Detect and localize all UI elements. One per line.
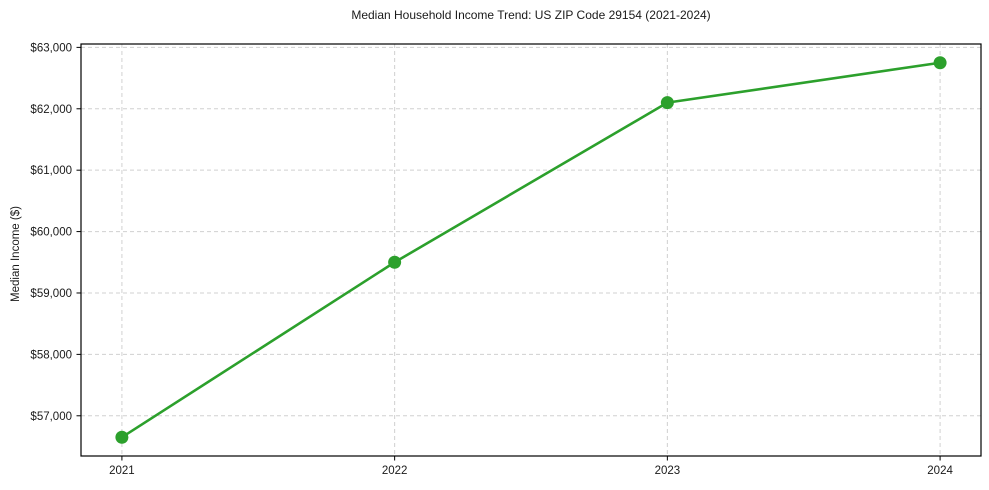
data-point-2021 — [115, 430, 129, 444]
y-tick-label: $59,000 — [30, 288, 72, 300]
x-tick-label: 2021 — [109, 465, 135, 477]
data-point-2024 — [933, 56, 947, 70]
x-tick-label: 2022 — [382, 465, 408, 477]
y-tick-label: $63,000 — [30, 42, 72, 54]
chart-title: Median Household Income Trend: US ZIP Co… — [351, 8, 711, 22]
x-tick-label: 2024 — [927, 465, 953, 477]
data-point-2023 — [660, 96, 674, 110]
data-point-2022 — [388, 255, 402, 269]
y-tick-label: $57,000 — [30, 411, 72, 423]
trend-line — [120, 61, 942, 439]
x-tick-label: 2023 — [655, 465, 681, 477]
y-tick-label: $58,000 — [30, 349, 72, 361]
y-tick-label: $60,000 — [30, 227, 72, 239]
y-tick-label: $61,000 — [30, 165, 72, 177]
plot-border — [80, 43, 982, 457]
y-tick-label: $62,000 — [30, 104, 72, 116]
